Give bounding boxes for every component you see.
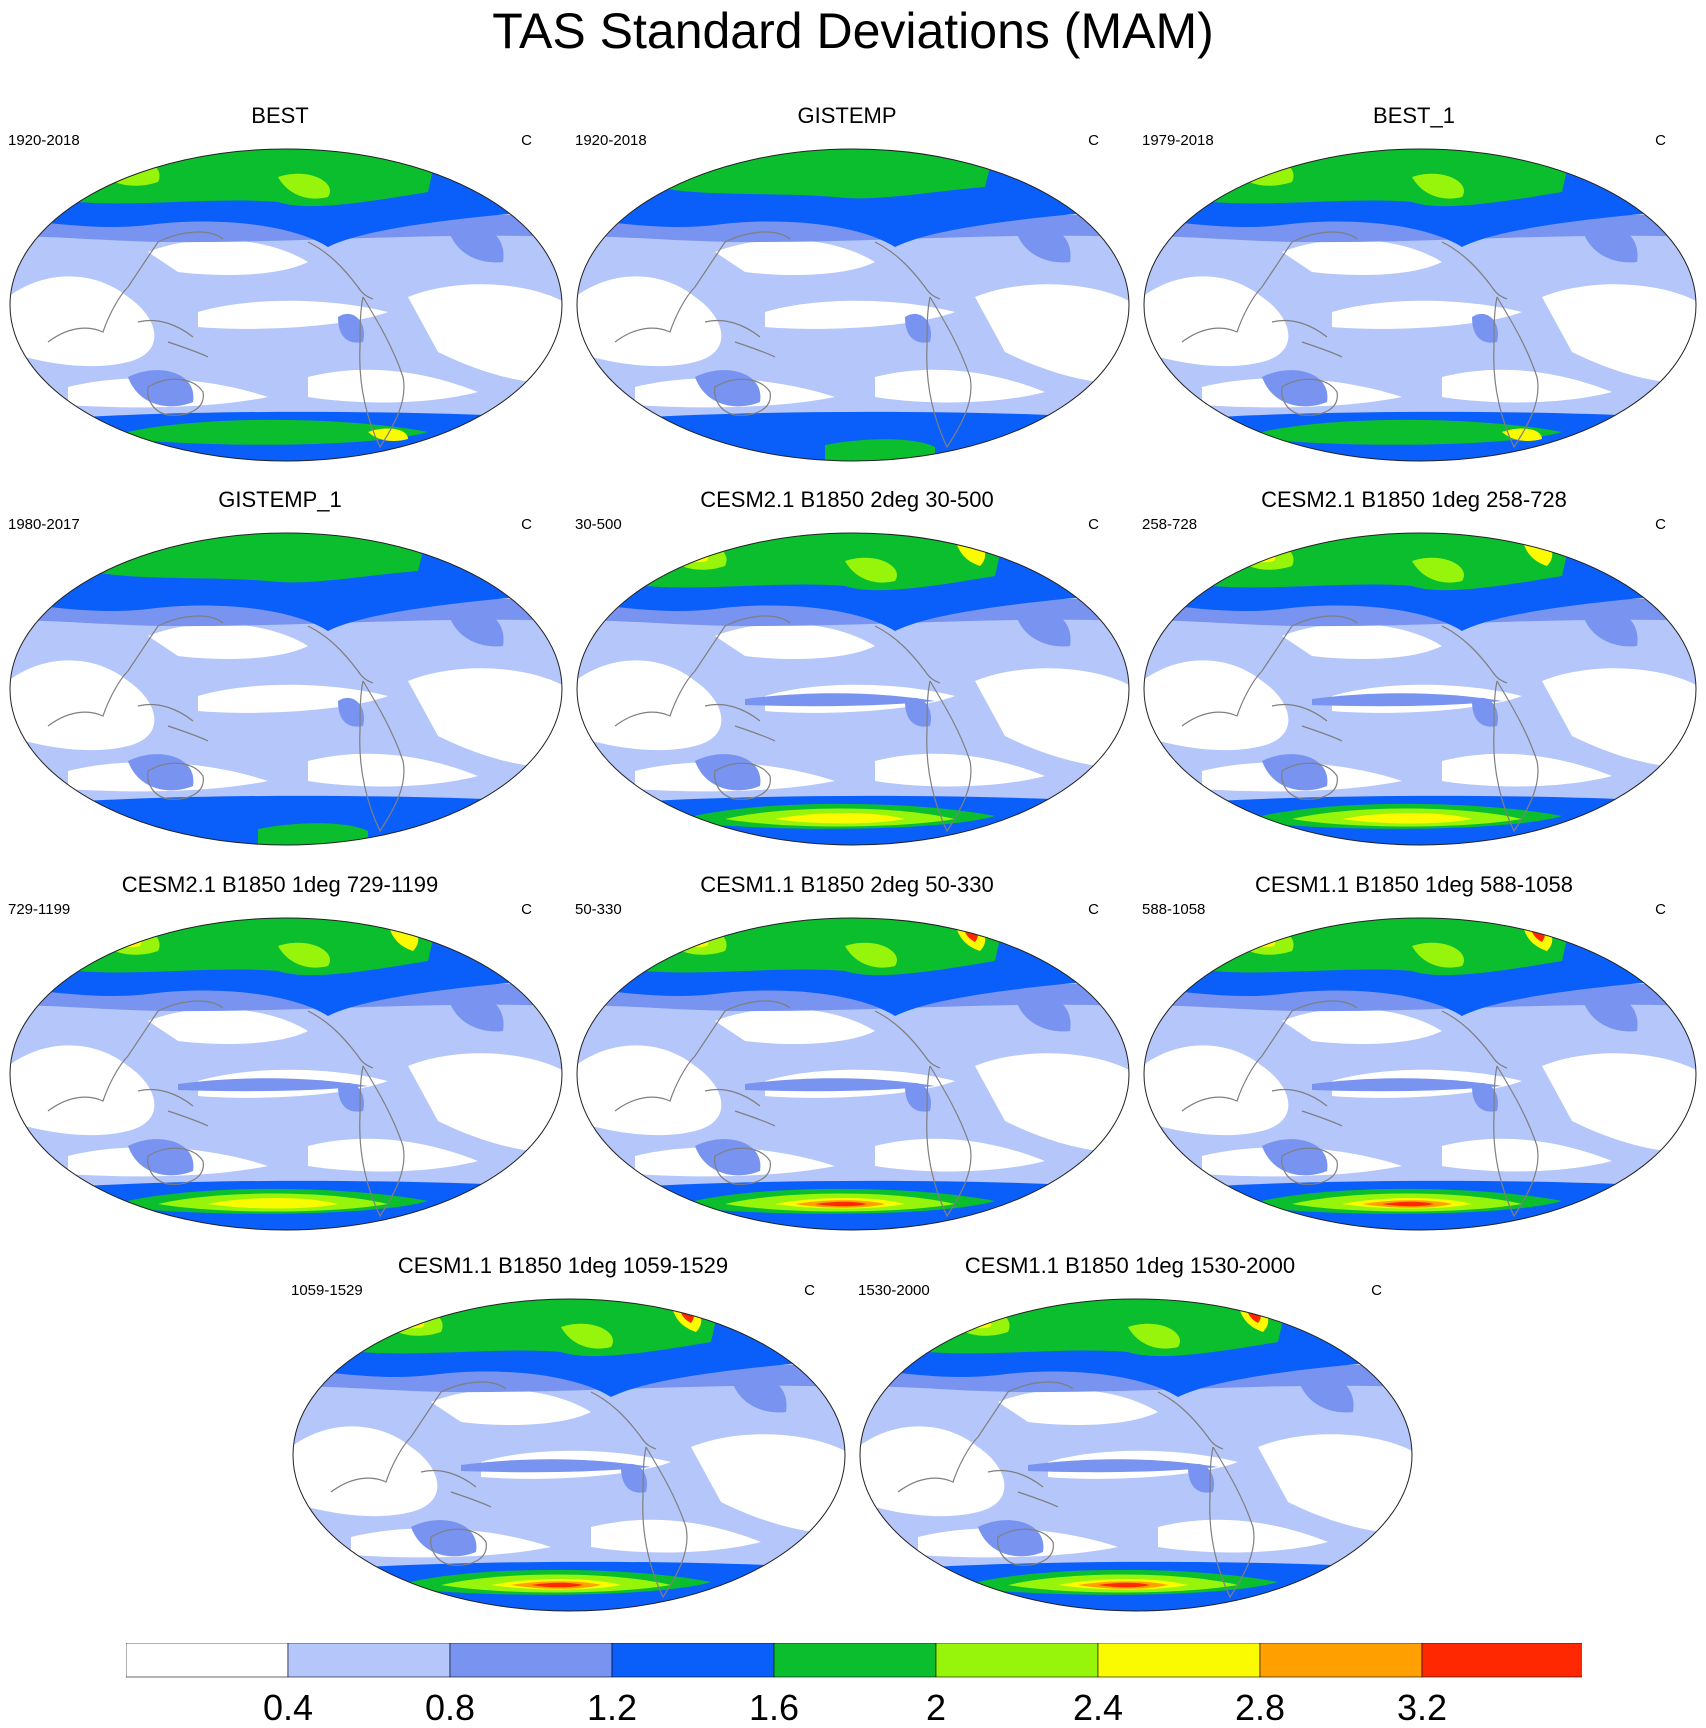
colorbar-tick-label: 2 xyxy=(925,1687,947,1728)
map-panel: CESM2.1 B1850 1deg 258-728 258-728 C xyxy=(1134,487,1697,847)
panel-title: CESM1.1 B1850 1deg 588-1058 xyxy=(1254,872,1573,897)
world-map xyxy=(9,148,563,462)
panel-period: 1980-2017 xyxy=(8,516,80,533)
panel-units: C xyxy=(521,901,532,918)
colorbar xyxy=(126,1643,1582,1678)
panel-period: 1530-2000 xyxy=(858,1282,930,1299)
world-map xyxy=(859,1298,1413,1612)
colorbar-tick-label: 2.8 xyxy=(1234,1687,1286,1728)
colorbar-box xyxy=(1259,1643,1423,1678)
panel-period: 1920-2018 xyxy=(8,132,80,149)
colorbar-box xyxy=(449,1643,613,1678)
panel-title: GISTEMP xyxy=(797,103,897,128)
panel-units: C xyxy=(1088,901,1099,918)
panel-period: 30-500 xyxy=(575,516,622,533)
colorbar-tick-label: 0.4 xyxy=(262,1687,314,1728)
colorbar-tick-label: 1.2 xyxy=(586,1687,638,1728)
colorbar-box xyxy=(287,1643,451,1678)
world-map xyxy=(1143,917,1697,1231)
panel-period: 1059-1529 xyxy=(291,1282,363,1299)
map-panel: BEST_1 1979-2018 C xyxy=(1134,103,1697,463)
panel-units: C xyxy=(1088,516,1099,533)
panel-units: C xyxy=(1088,132,1099,149)
panel-units: C xyxy=(1655,132,1666,149)
panel-units: C xyxy=(1371,1282,1382,1299)
panel-title: BEST xyxy=(251,103,309,128)
colorbar-box xyxy=(1421,1643,1582,1678)
colorbar-tick-label: 1.6 xyxy=(748,1687,800,1728)
world-map xyxy=(576,532,1130,846)
map-panel: GISTEMP_1 1980-2017 C xyxy=(0,487,563,847)
map-panel: CESM1.1 B1850 1deg 1059-1529 1059-1529 C xyxy=(283,1253,846,1613)
colorbar-box xyxy=(773,1643,937,1678)
world-map xyxy=(576,917,1130,1231)
map-panel: GISTEMP 1920-2018 C xyxy=(567,103,1130,463)
colorbar-tick-label: 2.4 xyxy=(1072,1687,1124,1728)
panel-period: 1979-2018 xyxy=(1142,132,1214,149)
panel-units: C xyxy=(521,516,532,533)
figure-title: TAS Standard Deviations (MAM) xyxy=(492,3,1214,59)
panel-period: 50-330 xyxy=(575,901,622,918)
panel-units: C xyxy=(804,1282,815,1299)
panel-period: 1920-2018 xyxy=(575,132,647,149)
world-map xyxy=(292,1298,846,1612)
colorbar-box xyxy=(126,1643,289,1678)
panel-units: C xyxy=(1655,901,1666,918)
map-panel: CESM1.1 B1850 1deg 588-1058 588-1058 C xyxy=(1134,872,1697,1232)
colorbar-tick-label: 0.8 xyxy=(424,1687,476,1728)
panel-period: 588-1058 xyxy=(1142,901,1206,918)
panel-title: CESM2.1 B1850 2deg 30-500 xyxy=(700,487,994,512)
panel-title: CESM2.1 B1850 1deg 729-1199 xyxy=(121,872,439,897)
map-panel: BEST 1920-2018 C xyxy=(0,103,563,463)
colorbar-tick-label: 3.2 xyxy=(1396,1687,1448,1728)
panel-title: CESM1.1 B1850 1deg 1530-2000 xyxy=(964,1253,1296,1278)
map-panel: CESM1.1 B1850 2deg 50-330 50-330 C xyxy=(567,872,1130,1232)
panel-period: 258-728 xyxy=(1142,516,1198,533)
panel-title: CESM1.1 B1850 1deg 1059-1529 xyxy=(397,1253,729,1278)
colorbar-box xyxy=(935,1643,1099,1678)
panel-units: C xyxy=(1655,516,1666,533)
panel-title: BEST_1 xyxy=(1373,103,1455,128)
panel-title: CESM1.1 B1850 2deg 50-330 xyxy=(700,872,994,897)
world-map xyxy=(1143,148,1697,462)
world-map xyxy=(9,532,563,846)
map-panel: CESM2.1 B1850 2deg 30-500 30-500 C xyxy=(567,487,1130,847)
map-panel: CESM1.1 B1850 1deg 1530-2000 1530-2000 C xyxy=(850,1253,1413,1613)
colorbar-box xyxy=(611,1643,775,1678)
colorbar-box xyxy=(1097,1643,1261,1678)
panel-units: C xyxy=(521,132,532,149)
world-map xyxy=(9,917,563,1231)
panel-title: CESM2.1 B1850 1deg 258-728 xyxy=(1261,487,1567,512)
map-panel: CESM2.1 B1850 1deg 729-1199 729-1199 C xyxy=(0,872,563,1232)
panel-period: 729-1199 xyxy=(8,901,71,918)
world-map xyxy=(1143,532,1697,846)
panel-title: GISTEMP_1 xyxy=(218,487,342,512)
world-map xyxy=(576,148,1130,462)
